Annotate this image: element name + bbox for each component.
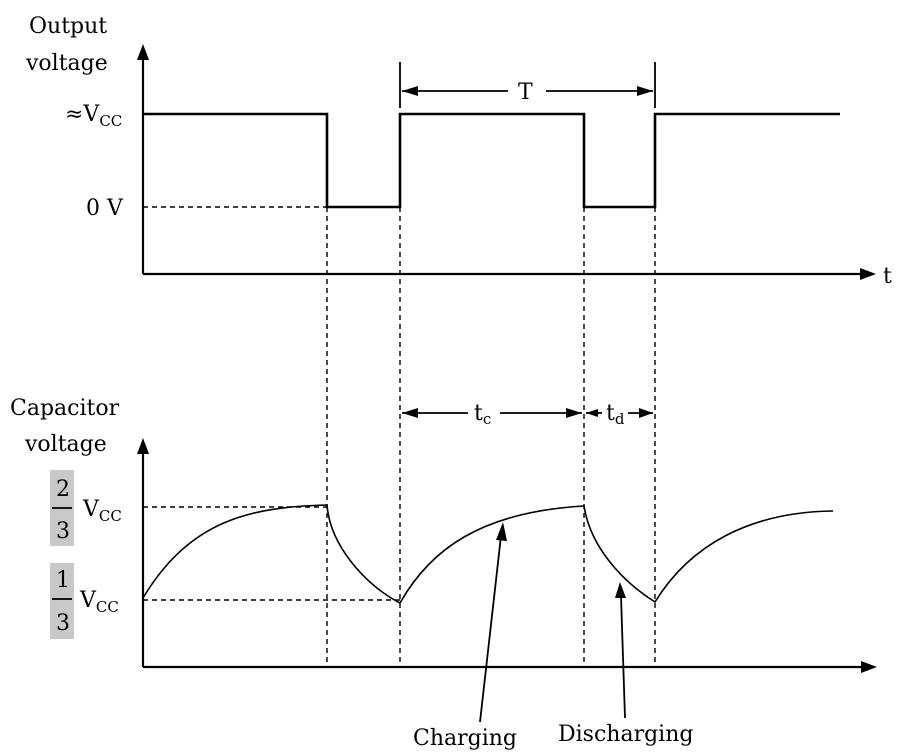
period-dimension: T [399,62,656,108]
charging-annotation: Charging [413,522,517,751]
capacitor-x-axis-arrowhead [861,661,877,673]
discharging-annotation: Discharging [558,582,693,747]
tc-label: tc [474,401,491,428]
output-x-axis-label: t [883,264,892,289]
lower-vcc-subscript: CC [96,598,119,616]
output-square-wave [143,112,840,209]
output-ylabel-line1: Output [29,14,107,39]
capacitor-voltage-curve [142,504,834,605]
upper-threshold-vcc: VCC [82,497,122,525]
upper-threshold-label: 2 3 VCC [50,470,122,546]
lower-vcc-text: V [79,588,97,613]
upper-fraction-denominator: 3 [56,519,70,544]
upper-vcc-subscript: CC [99,507,122,525]
output-level-high-label: ≈VCC [65,102,122,130]
tc-text: t [474,401,483,426]
lower-fraction-numerator: 1 [56,568,70,593]
td-right-arrowhead [639,408,653,418]
td-left-arrowhead [586,409,598,417]
period-label: T [518,80,533,105]
charging-pointer-line [479,535,502,723]
output-level-high-text: ≈V [65,102,100,127]
capacitor-ylabel-line1: Capacitor [10,396,120,421]
lower-threshold-vcc: VCC [79,588,119,616]
transition-guides [326,207,656,667]
output-level-low-label: 0 V [86,196,124,221]
output-ylabel-line2: voltage [25,51,108,76]
output-level-high-subscript: CC [99,112,122,130]
discharging-pointer-line [620,595,626,719]
output-voltage-plot: Output voltage ≈VCC 0 V t T [25,14,892,289]
discharging-label: Discharging [558,722,693,747]
capacitor-y-axis-arrowhead [137,438,149,454]
td-text: t [606,401,615,426]
tc-right-arrowhead [566,408,582,418]
tc-left-arrowhead [402,408,418,418]
charging-pointer-arrowhead [496,522,507,541]
period-left-arrowhead [402,86,418,96]
lower-fraction-background [50,563,74,639]
capacitor-ylabel-line2: voltage [24,432,107,457]
td-subscript: d [615,410,625,428]
upper-fraction-numerator: 2 [56,477,70,502]
lower-fraction-denominator: 3 [56,611,70,636]
td-label: td [606,401,625,428]
charge-discharge-dimension: tc td [402,401,653,428]
output-y-axis-arrowhead [137,44,149,60]
output-x-axis-arrowhead [860,268,876,280]
capacitor-voltage-plot: Capacitor voltage 2 3 VCC 1 3 VCC [10,396,877,751]
upper-vcc-text: V [82,497,100,522]
discharging-pointer-arrowhead [615,582,626,598]
charging-label: Charging [413,726,517,751]
period-right-arrowhead [637,86,653,96]
lower-threshold-label: 1 3 VCC [50,563,119,639]
tc-subscript: c [483,410,491,428]
